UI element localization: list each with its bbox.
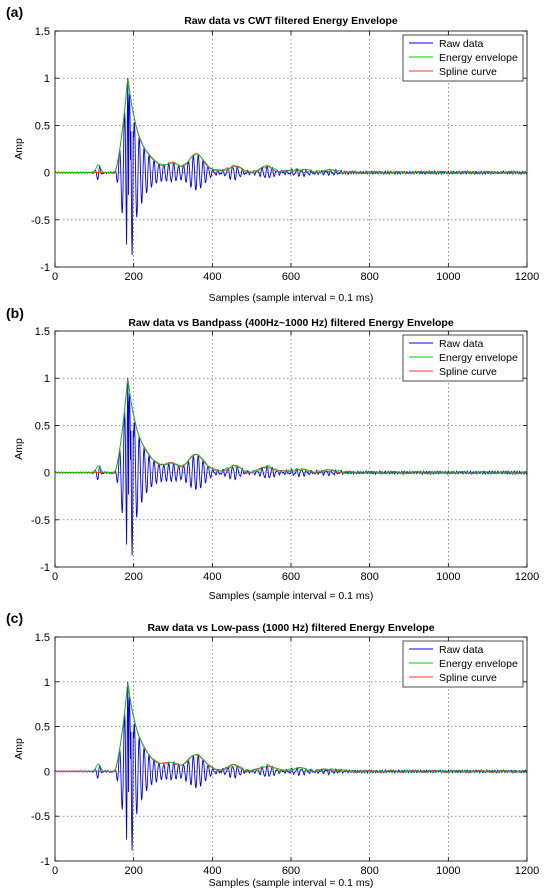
legend-entry: Raw data [439,644,484,656]
y-tick-label: -1 [40,562,50,574]
series-energy-envelope-line [55,379,527,475]
x-tick-label: 200 [124,271,142,283]
x-tick-label: 800 [360,271,378,283]
chart-panel-1: (a) Raw data vs CWT filtered Energy Envel… [6,4,539,304]
x-tick-label: 1200 [515,865,539,877]
series-energy-envelope-line [55,79,527,175]
y-tick-label: 1.5 [35,632,50,644]
legend: Raw data Energy envelope Spline curve [402,334,524,382]
x-tick-label: 0 [52,571,58,583]
legend-entry: Raw data [439,338,484,350]
x-tick-label: 1000 [436,865,460,877]
x-tick-label: 400 [203,271,221,283]
y-tick-label: -0.5 [31,811,50,823]
legend: Raw data Energy envelope Spline curve [402,34,524,82]
legend-entry: Spline curve [439,672,497,684]
y-tick-label: 1 [44,73,50,85]
x-tick-label: 600 [282,271,300,283]
legend-entry: Energy envelope [439,52,518,64]
legend-entry: Spline curve [439,366,497,378]
x-tick-label: 400 [203,865,221,877]
y-tick-label: 1.5 [35,326,50,338]
x-tick-label: 0 [52,271,58,283]
legend-entry: Raw data [439,38,484,50]
x-axis-label: Samples (sample interval = 0.1 ms) [209,292,374,304]
chart-title: Raw data vs Low-pass (1000 Hz) filtered … [147,622,434,634]
plot-frame [54,30,528,268]
plot-area [55,681,527,851]
y-axis-label: Amp [13,738,25,760]
series-raw-data-line [55,378,527,556]
plot-frame [54,636,528,862]
y-tick-label: -0.5 [31,215,50,227]
x-tick-label: 600 [282,571,300,583]
legend-entry: Spline curve [439,66,497,78]
legend-entry: Energy envelope [439,658,518,670]
panel-label: (b) [6,305,24,321]
y-tick-label: 1 [44,373,50,385]
y-axis-label: Amp [13,438,25,460]
y-tick-label: 0.5 [35,722,50,734]
chart-title: Raw data vs CWT filtered Energy Envelope [184,15,398,27]
y-tick-label: 0 [44,168,50,180]
x-axis-label: Samples (sample interval = 0.1 ms) [209,590,374,602]
x-tick-label: 1000 [436,571,460,583]
series-energy-envelope-line [55,683,527,773]
x-tick-label: 600 [282,865,300,877]
panel-label: (a) [6,4,23,20]
legend: Raw data Energy envelope Spline curve [402,640,524,688]
y-tick-label: -1 [40,856,50,868]
chart-panel-3: (c) Raw data vs Low-pass (1000 Hz) filter… [6,610,539,889]
y-tick-label: -0.5 [31,515,50,527]
y-tick-label: 0.5 [35,120,50,132]
y-tick-label: 0.5 [35,420,50,432]
chart-panel-2: (b) Raw data vs Bandpass (400Hz~1000 Hz) … [6,305,539,602]
y-tick-label: 1.5 [35,26,50,38]
y-tick-label: -1 [40,262,50,274]
chart-title: Raw data vs Bandpass (400Hz~1000 Hz) fil… [128,317,453,329]
x-tick-label: 1200 [515,571,539,583]
x-tick-label: 0 [52,865,58,877]
panel-label: (c) [6,610,23,626]
x-tick-label: 400 [203,571,221,583]
y-tick-label: 0 [44,468,50,480]
x-tick-label: 200 [124,865,142,877]
plot-frame [54,330,528,568]
x-tick-label: 200 [124,571,142,583]
y-tick-label: 0 [44,766,50,778]
y-axis-label: Amp [13,138,25,160]
x-tick-label: 800 [360,865,378,877]
series-raw-data-line [55,78,527,256]
x-tick-label: 1000 [436,271,460,283]
plot-area [55,78,527,256]
legend-entry: Energy envelope [439,352,518,364]
y-tick-label: 1 [44,677,50,689]
x-tick-label: 800 [360,571,378,583]
plot-area [55,378,527,556]
x-axis-label: Samples (sample interval = 0.1 ms) [209,877,374,889]
x-tick-label: 1200 [515,271,539,283]
